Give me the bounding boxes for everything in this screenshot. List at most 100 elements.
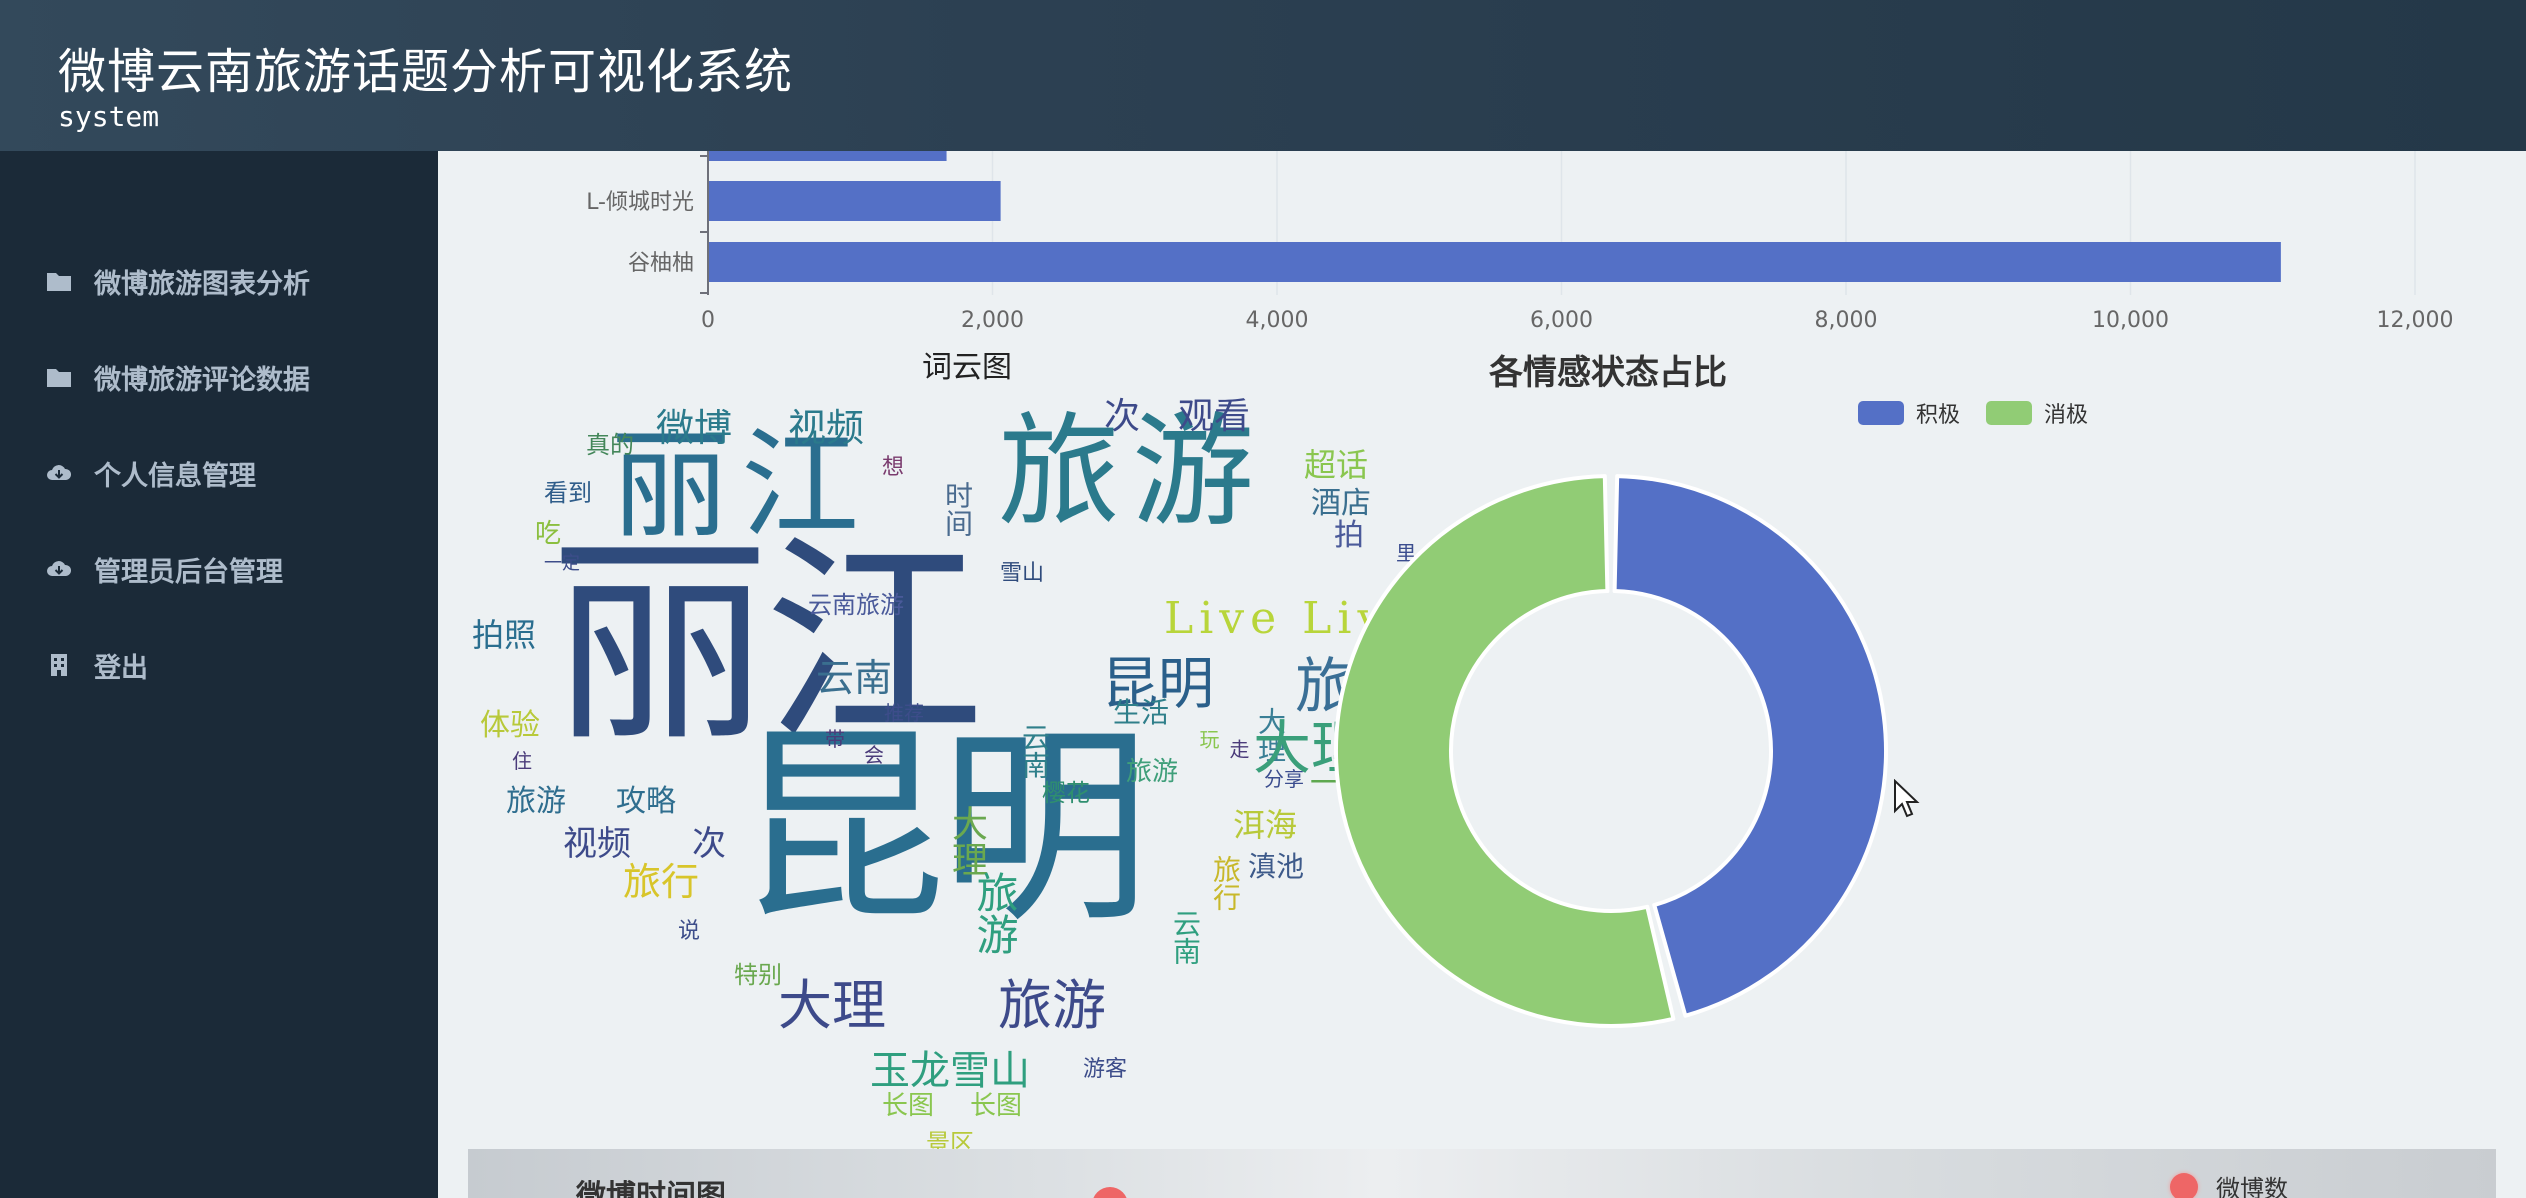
legend-label: 微博数 [2216,1175,2288,1198]
x-tick-label: 12,000 [2377,308,2454,333]
sidebar-item-label: 管理员后台管理 [94,556,283,588]
x-tick-label: 2,000 [961,308,1024,333]
wordcloud-word: 住 [512,749,532,773]
wordcloud-word: 长图 [970,1091,1023,1121]
mouse-cursor-icon [1894,779,1920,818]
wordcloud-word: 樱花 [1042,779,1090,807]
bar [709,151,947,161]
legend-dot [2170,1172,2198,1198]
wordcloud-word: 酒店 [1311,486,1371,521]
sidebar-item-chart-analysis[interactable]: 微博旅游图表分析 [46,256,310,306]
bar-chart: 0 2,000 4,000 6,000 8,000 10,000 12,000 L-倾城时光谷… [586,151,2454,333]
wordcloud-word: 真的 [586,431,634,459]
wordcloud-word: 旅行 [1209,855,1242,911]
legend-swatch [1858,401,1904,425]
bar [709,181,1001,221]
x-tick-label: 4,000 [1246,308,1309,333]
wordcloud-word: 次 [1104,396,1141,437]
donut-slice [1334,474,1676,1028]
wordcloud-word: 里 [1396,541,1416,565]
sidebar-item-logout[interactable]: 登出 [46,640,148,690]
wordcloud-word: 旅游 [998,401,1266,543]
wordcloud-word: 大理 [778,974,886,1037]
folder-icon [46,268,72,294]
wordcloud-word: 雪山 [1000,561,1045,586]
series-point [1092,1187,1128,1198]
wordcloud-word: 拍 [1334,518,1364,553]
time-chart-title: 微博时间图 [576,1179,726,1198]
wordcloud-word: 特别 [734,961,782,989]
wordcloud-word: 拍照 [472,616,537,654]
wordcloud-word: 看到 [544,479,592,507]
wordcloud-word: 昆明 [1102,652,1214,717]
app-subtitle: system [58,100,160,133]
wordcloud-word: 走 [1226,739,1250,759]
app-title: 微博云南旅游话题分析可视化系统 [58,44,794,100]
sidebar-item-profile[interactable]: 个人信息管理 [46,448,256,498]
main-content: 0 2,000 4,000 6,000 8,000 10,000 12,000 L-倾城时光谷… [438,151,2526,1198]
legend-label: 积极 [1916,403,1961,428]
wordcloud-word: 大理 [1254,707,1287,763]
sidebar: 微博旅游图表分析 微博旅游评论数据 个人信息管理 管理员后台管理 登出 [0,151,438,1198]
sidebar-item-comment-data[interactable]: 微博旅游评论数据 [46,352,310,402]
wordcloud-word: 超话 [1304,446,1369,484]
time-chart-legend[interactable]: 微博数 [2170,1169,2288,1198]
wordcloud-word: 生活 [1113,696,1170,729]
sidebar-item-label: 登出 [94,652,148,684]
wordcloud-word: 一定 [544,553,580,574]
wordcloud-word: 滇池 [1248,850,1305,883]
wordcloud-word: 攻略 [616,784,676,819]
wordcloud-word: 洱海 [1233,806,1298,844]
legend-negative[interactable]: 消极 [1986,397,2088,429]
bar [709,242,2281,282]
time-chart-panel: 微博时间图 微博数 [468,1149,2496,1198]
cloud-download-icon [46,460,72,486]
wordcloud-word: 会 [864,743,884,767]
wordcloud-word: 旅行 [623,860,700,904]
y-tick-label: 谷柚柚 [628,251,694,276]
legend-swatch [1986,401,2032,425]
wordcloud-word: 丽江 [550,515,984,771]
sidebar-item-label: 个人信息管理 [94,460,256,492]
chart-title: 各情感状态占比 [1489,353,1727,393]
x-tick-label: 10,000 [2092,308,2169,333]
legend-positive[interactable]: 积极 [1858,397,1960,429]
wordcloud-word: 观看 [1178,396,1251,437]
wordcloud-word: 说 [678,919,701,944]
sidebar-item-label: 微博旅游评论数据 [94,364,310,396]
wordcloud-word: 昆明 [736,706,1150,951]
wordcloud-word: 视频 [563,824,631,864]
sidebar-item-admin[interactable]: 管理员后台管理 [46,544,283,594]
wordcloud-word: 旅游 [998,974,1106,1037]
wordcloud-word: 玩 [1196,729,1220,749]
wordcloud-word: 云南 [816,656,893,700]
y-tick-label: L-倾城时光 [586,190,694,215]
app-header: 微博云南旅游话题分析可视化系统 system [0,0,2526,151]
x-tick-label: 0 [701,308,715,333]
wordcloud-word: 想 [882,455,905,480]
folder-icon [46,364,72,390]
wordcloud-word: 旅游 [970,871,1019,955]
wordcloud-word: 大理 [946,805,987,877]
wordcloud-word: 体验 [480,708,540,743]
wordcloud-word: 长图 [882,1091,935,1121]
wordcloud-word: 视频 [788,406,865,450]
wordcloud-word: 云南 [1018,723,1051,779]
wordcloud-word: 推荐 [884,701,924,725]
donut-slice [1612,474,1888,1018]
wordcloud-word: 旅游 [506,784,566,819]
wordcloud-word: 微博 [656,406,733,450]
building-icon [46,652,72,678]
wordcloud-word: 旅游 [1126,757,1179,787]
wordcloud-word: 云南旅游 [808,591,904,619]
wordcloud-word: 分享 [1264,767,1304,791]
wordcloud-word: 带 [825,727,845,751]
wordcloud-title: 词云图 [922,350,1012,385]
cloud-download-icon [46,556,72,582]
wordcloud-word: 游客 [1083,1057,1128,1082]
sentiment-donut-chart: 各情感状态占比 [1334,353,1888,1028]
wordcloud-word: 次 [692,824,726,864]
legend-label: 消极 [2044,403,2089,428]
wordcloud-word: 丽江 [611,416,872,554]
wordcloud-word: 时间 [941,481,974,537]
